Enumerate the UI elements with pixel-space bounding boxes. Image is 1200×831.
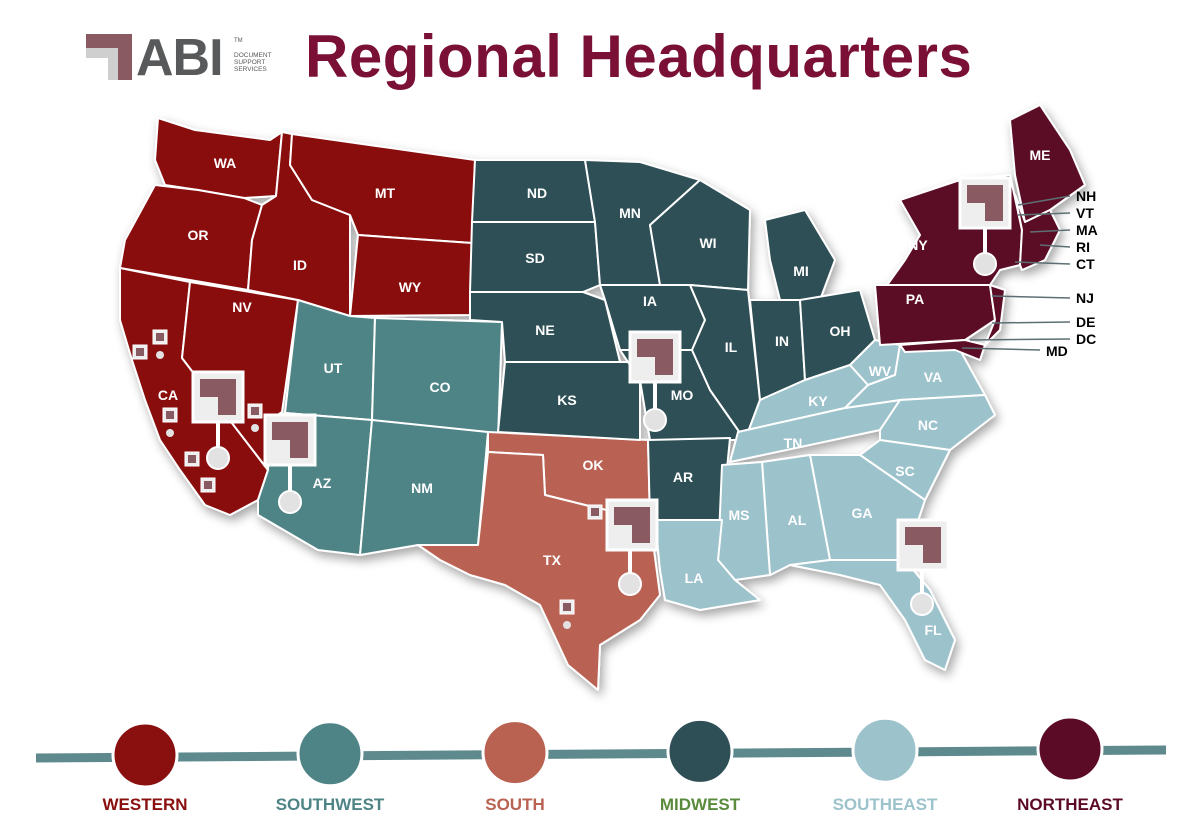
legend-dot-south bbox=[481, 719, 549, 787]
state-fl[interactable] bbox=[789, 559, 956, 671]
state-label-wy: WY bbox=[399, 279, 422, 295]
legend-label-western: WESTERN bbox=[102, 795, 188, 814]
us-region-map: WA OR CA NV ID MT WY UT CO AZ NM OK TX N… bbox=[119, 104, 1098, 691]
office-marker[interactable] bbox=[132, 344, 148, 360]
state-label-id: ID bbox=[293, 257, 307, 273]
state-label-ct: CT bbox=[1076, 256, 1095, 272]
office-marker[interactable] bbox=[247, 403, 263, 432]
office-marker[interactable] bbox=[184, 451, 200, 467]
abi-logo: ABI TM Document Support Services bbox=[86, 29, 286, 87]
legend-label-south: SOUTH bbox=[485, 795, 545, 814]
state-label-me: ME bbox=[1030, 147, 1051, 163]
state-pa[interactable] bbox=[874, 284, 996, 346]
hq-marker-nv[interactable] bbox=[191, 370, 245, 470]
state-label-ri: RI bbox=[1076, 239, 1090, 255]
region-legend: WESTERN SOUTHWEST SOUTH MIDWEST SOUTHEAST NOR… bbox=[0, 700, 1200, 831]
state-mi[interactable] bbox=[764, 209, 836, 301]
legend-label-northeast: NORTHEAST bbox=[1017, 795, 1123, 814]
legend-label-midwest: MIDWEST bbox=[659, 795, 741, 814]
state-label-co: CO bbox=[430, 379, 451, 395]
state-label-de: DE bbox=[1076, 314, 1095, 330]
state-label-wi: WI bbox=[699, 235, 716, 251]
state-label-ca: CA bbox=[158, 387, 178, 403]
state-label-nj: NJ bbox=[1076, 290, 1094, 306]
state-label-ga: GA bbox=[852, 505, 873, 521]
state-label-nh: NH bbox=[1076, 188, 1096, 204]
legend-dot-northeast bbox=[1036, 715, 1104, 783]
logo-mark-icon bbox=[86, 34, 132, 80]
office-marker[interactable] bbox=[162, 407, 178, 437]
state-label-ks: KS bbox=[557, 392, 576, 408]
office-marker[interactable] bbox=[152, 329, 168, 359]
state-label-md: MD bbox=[1046, 343, 1068, 359]
state-label-nv: NV bbox=[232, 299, 252, 315]
state-label-sd: SD bbox=[525, 250, 544, 266]
state-label-al: AL bbox=[788, 512, 807, 528]
state-label-nd: ND bbox=[527, 185, 547, 201]
state-label-vt: VT bbox=[1076, 205, 1094, 221]
office-marker[interactable] bbox=[587, 504, 603, 520]
state-md[interactable] bbox=[899, 339, 986, 361]
hq-marker-az[interactable] bbox=[263, 413, 317, 514]
page-title: Regional Headquarters bbox=[305, 23, 973, 90]
legend-label-southeast: SOUTHEAST bbox=[832, 795, 938, 814]
hq-marker-mo[interactable] bbox=[628, 330, 682, 432]
state-label-la: LA bbox=[685, 570, 704, 586]
legend-dot-southeast bbox=[851, 716, 919, 784]
hq-marker-tx[interactable] bbox=[605, 498, 659, 596]
state-label-mn: MN bbox=[619, 205, 641, 221]
state-label-ky: KY bbox=[808, 393, 828, 409]
legend-label-southwest: SOUTHWEST bbox=[275, 795, 385, 814]
state-label-az: AZ bbox=[313, 475, 332, 491]
state-nj[interactable] bbox=[984, 284, 1006, 346]
state-wy[interactable] bbox=[349, 234, 473, 317]
state-label-nm: NM bbox=[411, 480, 433, 496]
state-label-il: IL bbox=[725, 339, 738, 355]
state-va[interactable] bbox=[844, 344, 986, 409]
state-label-pa: PA bbox=[906, 291, 924, 307]
logo-wordmark: ABI bbox=[136, 29, 224, 87]
state-label-fl: FL bbox=[924, 622, 942, 638]
state-label-ar: AR bbox=[673, 469, 693, 485]
state-label-tn: TN bbox=[784, 435, 803, 451]
office-marker[interactable] bbox=[559, 599, 575, 629]
state-me[interactable] bbox=[1009, 104, 1086, 223]
state-label-va: VA bbox=[924, 369, 942, 385]
hq-marker-fl[interactable] bbox=[896, 518, 950, 616]
state-ks[interactable] bbox=[497, 361, 641, 441]
state-label-dc: DC bbox=[1076, 331, 1096, 347]
header: ABI TM Document Support Services Regiona… bbox=[0, 0, 1200, 110]
state-wa[interactable] bbox=[154, 117, 283, 199]
state-label-tx: TX bbox=[543, 552, 562, 568]
legend-dot-western bbox=[111, 721, 179, 789]
state-label-ok: OK bbox=[583, 457, 604, 473]
legend-track bbox=[35, 715, 1167, 789]
hq-marker-ny[interactable] bbox=[958, 176, 1012, 276]
state-sd[interactable] bbox=[469, 221, 601, 293]
state-label-ny: NY bbox=[908, 237, 928, 253]
state-label-ut: UT bbox=[324, 360, 343, 376]
state-label-or: OR bbox=[188, 227, 209, 243]
state-label-ms: MS bbox=[729, 507, 750, 523]
logo-subtext: Document Support Services bbox=[234, 52, 272, 73]
state-label-wv: WV bbox=[869, 363, 892, 379]
state-label-mt: MT bbox=[375, 185, 396, 201]
state-label-sc: SC bbox=[895, 463, 914, 479]
state-label-ne: NE bbox=[535, 322, 554, 338]
legend-dot-southwest bbox=[296, 720, 364, 788]
logo-trademark: TM bbox=[234, 38, 243, 44]
state-label-oh: OH bbox=[830, 323, 851, 339]
state-label-in: IN bbox=[775, 333, 789, 349]
state-label-mo: MO bbox=[671, 387, 694, 403]
state-label-mi: MI bbox=[793, 263, 809, 279]
office-marker[interactable] bbox=[200, 477, 216, 493]
state-label-ia: IA bbox=[643, 293, 657, 309]
legend-dot-midwest bbox=[666, 717, 734, 785]
state-la[interactable] bbox=[654, 519, 761, 611]
state-label-wa: WA bbox=[214, 155, 237, 171]
state-label-ma: MA bbox=[1076, 222, 1098, 238]
state-label-nc: NC bbox=[918, 417, 938, 433]
